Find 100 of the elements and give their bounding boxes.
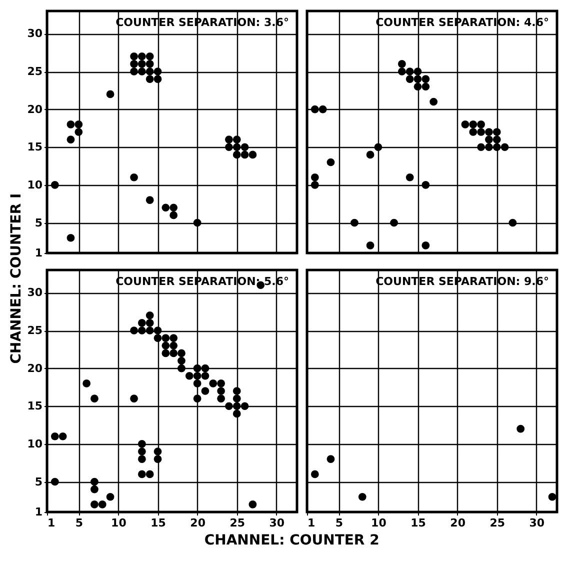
y-tick-label: 30 — [27, 27, 43, 40]
point — [398, 60, 406, 68]
point — [318, 105, 327, 114]
point — [414, 68, 422, 76]
point — [154, 455, 162, 463]
point — [469, 120, 478, 128]
point — [106, 492, 114, 501]
point — [170, 211, 178, 220]
point — [430, 98, 438, 106]
x-tick-label: 1 — [308, 516, 316, 530]
point — [232, 136, 241, 144]
point — [232, 402, 241, 410]
point — [50, 478, 59, 486]
y-tick-label: 10 — [27, 437, 43, 450]
point — [170, 342, 178, 350]
point — [130, 394, 138, 402]
point — [146, 52, 154, 60]
point — [146, 319, 154, 327]
point — [232, 150, 241, 159]
point — [154, 68, 162, 76]
point — [225, 143, 233, 152]
point — [350, 218, 358, 227]
x-tick-label: 10 — [111, 516, 127, 530]
point — [232, 410, 241, 418]
point — [138, 68, 146, 76]
point — [366, 150, 374, 159]
point — [130, 326, 138, 334]
point — [170, 334, 178, 342]
point — [422, 75, 430, 83]
point — [162, 342, 170, 350]
point — [162, 334, 170, 342]
x-tick-label: 15 — [150, 516, 166, 530]
point — [240, 150, 249, 159]
x-tick-label: 25 — [230, 516, 246, 530]
point — [90, 500, 98, 508]
point — [98, 500, 106, 508]
point — [66, 136, 75, 144]
point — [74, 120, 83, 128]
point — [66, 120, 75, 128]
point — [485, 128, 493, 136]
point — [240, 143, 249, 152]
point — [217, 380, 225, 388]
point — [201, 387, 210, 395]
x-tick-label: 30 — [269, 516, 285, 530]
point — [248, 150, 257, 159]
point — [485, 143, 493, 152]
point — [225, 136, 233, 144]
point — [178, 356, 186, 365]
point — [170, 204, 178, 212]
y-tick-label: 10 — [27, 178, 43, 192]
y-tick-label: 30 — [27, 286, 43, 300]
point — [406, 173, 414, 182]
point — [406, 75, 414, 83]
y-tick-label: 1 — [34, 506, 42, 518]
y-tick-label: 20 — [27, 102, 43, 116]
point — [193, 372, 202, 380]
x-tick-label: 5 — [75, 516, 83, 530]
point — [146, 68, 154, 76]
point — [422, 242, 430, 250]
point — [74, 128, 83, 136]
point — [138, 52, 146, 60]
point — [146, 60, 154, 68]
point — [390, 218, 398, 227]
y-tick-label: 15 — [27, 140, 42, 154]
point — [146, 326, 154, 334]
point — [130, 173, 138, 182]
point — [193, 380, 202, 388]
point — [138, 470, 146, 478]
point — [146, 75, 154, 83]
point — [50, 181, 59, 189]
point — [326, 455, 335, 463]
point — [500, 143, 509, 152]
point — [138, 326, 146, 334]
point — [146, 196, 154, 204]
point — [461, 120, 470, 128]
point — [178, 364, 186, 372]
point — [217, 394, 225, 402]
point — [232, 143, 241, 152]
y-tick-label: 5 — [34, 216, 42, 230]
point — [90, 478, 98, 486]
x-tick-label: 20 — [190, 516, 206, 530]
point — [138, 440, 146, 448]
y-tick-label: 25 — [27, 324, 42, 337]
point — [516, 424, 525, 433]
point — [193, 394, 202, 402]
point — [146, 470, 154, 478]
point — [170, 349, 178, 358]
point — [398, 68, 406, 76]
point — [469, 128, 478, 136]
x-tick-label: 15 — [410, 516, 426, 530]
point — [492, 128, 501, 136]
point — [414, 75, 422, 83]
point — [193, 218, 202, 227]
point — [477, 120, 485, 128]
point — [154, 75, 162, 83]
point — [154, 334, 162, 342]
point — [130, 68, 138, 76]
point — [193, 364, 202, 372]
point — [138, 60, 146, 68]
point — [58, 432, 67, 440]
